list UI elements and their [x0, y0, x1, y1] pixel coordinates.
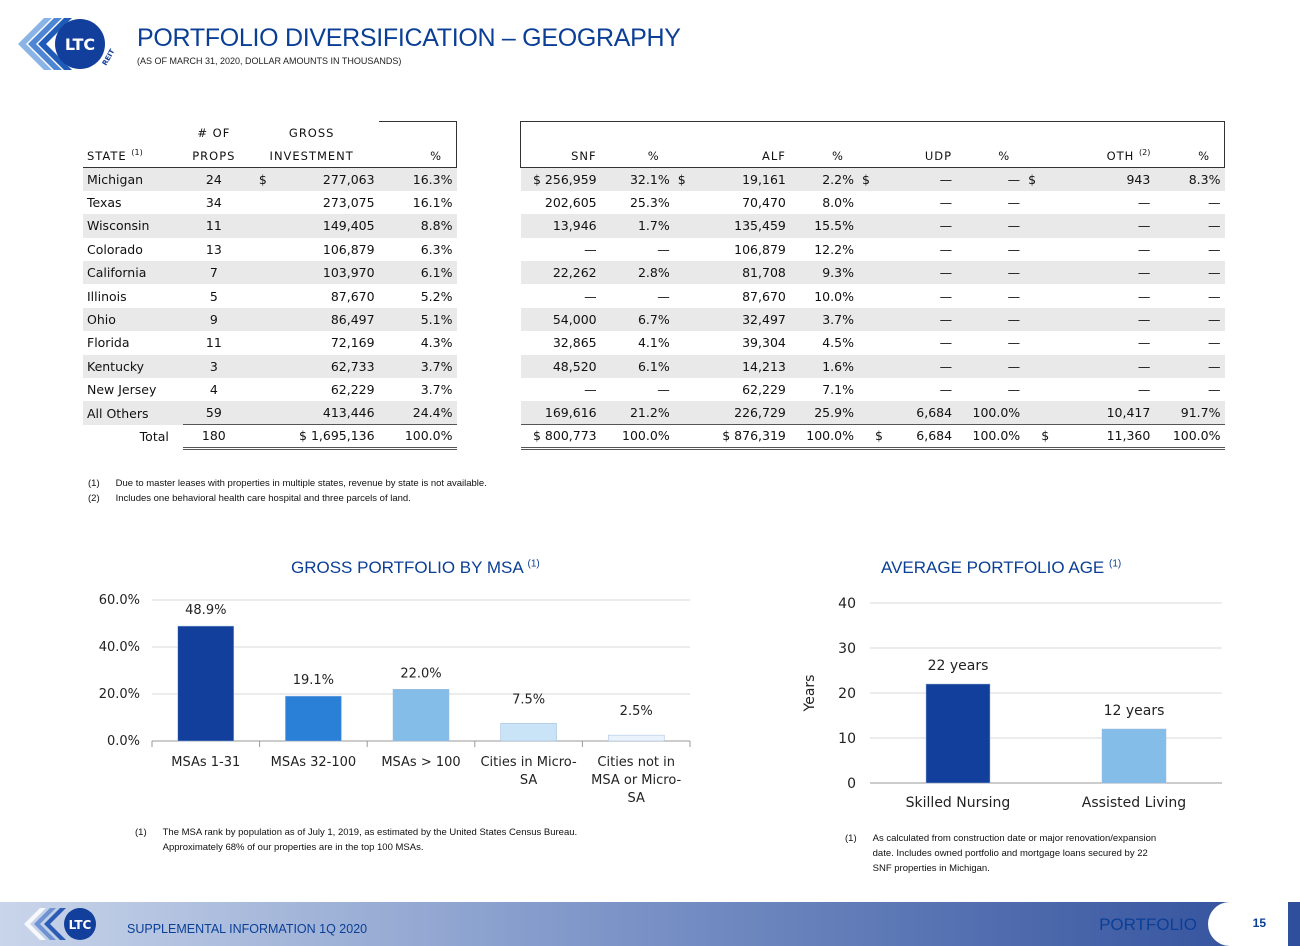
table-row: — —87,670 10.0% — — — —: [584, 288, 1221, 304]
total-row: $ 800,773 100.0% $ 876,319 100.0% $ 6,68…: [520, 424, 1225, 450]
col-head-props-1: # OF: [197, 126, 231, 140]
table-row: 32,865 4.1% 39,304 4.5% — — — —: [552, 335, 1221, 351]
data-label: 7.5%: [512, 692, 545, 707]
y-tick-label: 40: [838, 596, 856, 612]
table-row: All Others 59 413,446 24.4%: [83, 401, 457, 425]
x-tick-label: Assisted Living: [1082, 795, 1186, 811]
data-label: 19.1%: [293, 673, 334, 688]
col-head-pct: %: [378, 144, 457, 168]
footer-caption: SUPPLEMENTAL INFORMATION 1Q 2020: [127, 922, 368, 936]
data-label: 12 years: [1104, 703, 1165, 719]
table-footnotes: (1) Due to master leases with properties …: [88, 478, 487, 508]
y-axis-label: Years: [802, 675, 818, 713]
bar: [392, 689, 450, 742]
footnote: (2) Includes one behavioral health care h…: [88, 493, 411, 504]
msa-bar-chart: 0.0% 20.0% 40.0% 60.0% 48.9% MSAs 1-31 19.1% MS…: [99, 593, 691, 806]
table-row: Illinois 5 87,670 5.2%: [87, 288, 453, 304]
table-row: 13,946 1.7% 135,459 15.5% — — — —: [520, 214, 1225, 238]
col-head-investment: INVESTMENT: [244, 144, 379, 168]
table-row: Kentucky 3 62,733 3.7%: [83, 354, 457, 379]
col-head-invest-1: GROSS: [288, 126, 335, 140]
table-row: Michigan 24 $277,063 16.3%: [83, 167, 457, 191]
section-label: PORTFOLIO: [1099, 915, 1197, 934]
x-tick-label: MSAs > 100: [381, 755, 460, 770]
age-footnote: (1) As calculated from construction date…: [845, 833, 1157, 874]
bar: [607, 734, 665, 742]
y-tick-label: 0: [847, 776, 856, 792]
y-tick-label: 60.0%: [99, 593, 140, 608]
x-tick-label: MSAs 1-31: [171, 755, 240, 770]
table-row: — —62,229 7.1% — — — —: [584, 382, 1221, 398]
y-tick-label: 10: [838, 731, 856, 747]
footnote: (1) Due to master leases with properties …: [88, 478, 487, 489]
footer-bar: LTC SUPPLEMENTAL INFORMATION 1Q 2020 POR…: [0, 902, 1300, 946]
state-investment-table: # OF GROSS STATE (1) PROPS INVESTMENT % …: [83, 121, 457, 450]
bar: [925, 683, 991, 784]
age-bar-chart: 0 10 20 30 40 Years 22 years Skilled Nursing 12 …: [802, 596, 1222, 811]
col-head-snf: SNF: [519, 144, 601, 168]
table-row: Colorado 13 106,879 6.3%: [87, 241, 453, 257]
property-type-table: SNF % ALF % UDP % OTH (2) % $ 256,959 32.…: [519, 121, 1226, 450]
data-label: 22.0%: [400, 666, 441, 681]
table-row: 54,000 6.7% 32,497 3.7% — — — —: [520, 307, 1225, 332]
y-tick-label: 20.0%: [99, 687, 140, 702]
svg-text:LTC: LTC: [69, 918, 92, 932]
data-label: 48.9%: [185, 603, 226, 618]
age-chart-title: AVERAGE PORTFOLIO AGE (1): [881, 558, 1122, 577]
data-label: 22 years: [928, 658, 989, 674]
y-tick-label: 0.0%: [107, 734, 140, 749]
table-row: 202,605 25.3% 70,470 8.0% — — — —: [544, 195, 1221, 211]
table-row: — —106,879 12.2% — — — —: [584, 241, 1221, 257]
table-row: 48,520 6.1% 14,213 1.6% — — — —: [520, 354, 1225, 379]
bar: [1101, 728, 1167, 784]
x-tick-label: Cities not in: [597, 755, 675, 770]
y-tick-label: 40.0%: [99, 640, 140, 655]
col-head-alf: ALF: [711, 144, 790, 168]
table-row: Wisconsin 11 149,405 8.8%: [83, 214, 457, 238]
ltc-logo: LTC REIT: [18, 18, 116, 70]
col-head-snf-pct: %: [600, 144, 674, 168]
page-number: 15: [1252, 916, 1266, 930]
col-head-udp-pct: %: [956, 144, 1025, 168]
x-tick-label: MSAs 32-100: [271, 755, 357, 770]
bar: [285, 695, 342, 742]
bar: [500, 723, 557, 742]
x-tick-label: Cities in Micro-: [480, 755, 577, 770]
table-row: Texas 34 273,075 16.1%: [87, 195, 453, 211]
col-head-state: STATE (1): [83, 144, 183, 168]
x-tick-label: MSA or Micro-: [591, 773, 681, 788]
data-label: 2.5%: [620, 704, 653, 719]
col-head-alf-pct: %: [789, 144, 858, 168]
msa-chart-title: GROSS PORTFOLIO BY MSA (1): [291, 558, 540, 577]
table-row: 169,616 21.2% 226,729 25.9% 6,684 100.0% 10,41…: [520, 401, 1225, 425]
table-row: 22,262 2.8% 81,708 9.3% — — — —: [520, 261, 1225, 285]
col-head-props: PROPS: [182, 144, 245, 168]
col-head-oth-pct: %: [1154, 144, 1226, 168]
table-row: Florida 11 72,169 4.3%: [87, 335, 453, 351]
chevron-logo-icon: LTC: [24, 908, 96, 940]
bar: [177, 625, 235, 742]
x-tick-label: SA: [520, 773, 537, 788]
table-row: $ 256,959 32.1% $19,161 2.2% $ — — $943 8.3%: [520, 167, 1225, 191]
x-tick-label: Skilled Nursing: [906, 795, 1011, 811]
y-tick-label: 30: [838, 641, 856, 657]
y-tick-label: 20: [838, 686, 856, 702]
col-head-oth: OTH (2): [1066, 144, 1155, 168]
msa-footnote: (1) The MSA rank by population as of Jul…: [135, 827, 578, 853]
table-row: Ohio 9 86,497 5.1%: [83, 307, 457, 332]
table-row: California 7 103,970 6.1%: [83, 261, 457, 285]
svg-text:LTC: LTC: [65, 35, 95, 54]
x-tick-label: SA: [628, 791, 645, 806]
total-row: Total 180 $ 1,695,136 100.0%: [83, 424, 457, 450]
page-title: PORTFOLIO DIVERSIFICATION – GEOGRAPHY: [137, 24, 681, 52]
page-subtitle: (AS OF MARCH 31, 2020, DOLLAR AMOUNTS IN…: [137, 56, 402, 66]
col-head-udp: UDP: [900, 144, 957, 168]
table-row: New Jersey 4 62,229 3.7%: [87, 382, 453, 398]
page-number-tab: [1208, 902, 1288, 946]
